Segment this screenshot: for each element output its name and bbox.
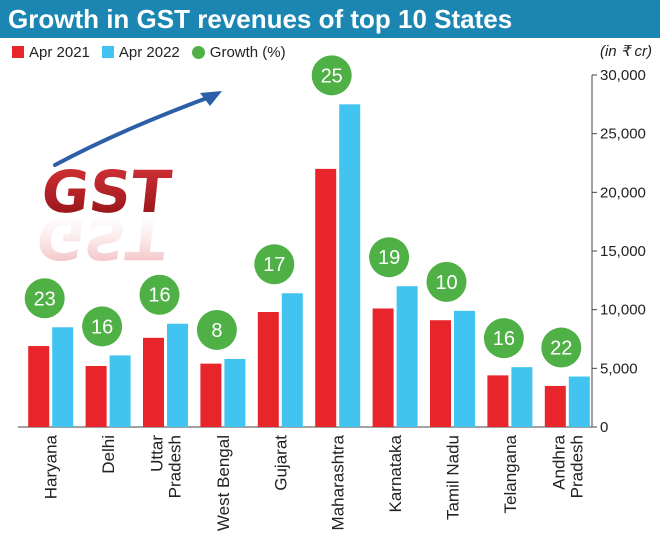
bar-apr-2022-9 (568, 376, 590, 427)
growth-bubble-8 (483, 318, 524, 359)
bar-apr-2022-1 (109, 355, 131, 427)
growth-bubble-3 (196, 309, 237, 350)
growth-bubble-9 (541, 327, 582, 368)
bar-apr-2022-7 (454, 310, 475, 427)
growth-bubble-7 (426, 261, 467, 302)
legend-item-0: Apr 2021 (12, 44, 90, 61)
legend-item-2: Growth (%) (191, 43, 286, 61)
legend-label: Apr 2021 (29, 43, 90, 61)
growth-value-8: 16 (493, 328, 515, 350)
legend: Apr 2021 Apr 2022 Growth (%) (12, 41, 298, 63)
x-tick-label-9: Andhra Pradesh (549, 434, 586, 498)
x-tick-label-line: Andhra (549, 434, 568, 489)
legend-swatch (101, 46, 114, 58)
bar-apr-2021-0 (28, 346, 50, 427)
growth-value-9: 22 (550, 338, 572, 360)
growth-value-4: 17 (263, 254, 285, 276)
y-tick-label: 5,000 (600, 360, 638, 377)
y-tick-label: 20,000 (600, 184, 646, 201)
x-tick-label-8: Telangana (501, 434, 520, 513)
arrow-head-icon (200, 91, 222, 106)
growth-value-2: 16 (148, 285, 170, 307)
x-tick-label-2: Uttar Pradesh (148, 435, 185, 499)
bar-apr-2022-5 (339, 104, 361, 427)
bar-apr-2021-2 (143, 337, 164, 427)
x-tick-label-line: Delhi (99, 435, 118, 474)
x-tick-label-line: Pradesh (166, 435, 185, 498)
x-tick-label-line: Karnataka (386, 434, 405, 512)
growth-value-0: 23 (34, 288, 56, 310)
x-tick-label-5: Maharashtra (329, 434, 348, 530)
x-axis-labels: Haryana Delhi Uttar Pradesh West Bengal Gujar… (42, 434, 587, 531)
bar-apr-2021-9 (544, 385, 566, 427)
bar-apr-2021-3 (200, 363, 222, 427)
growth-value-7: 10 (435, 272, 457, 294)
growth-bubble-6 (369, 237, 410, 278)
x-tick-label-7: Tamil Nadu (444, 435, 463, 520)
x-tick-label-line: West Bengal (214, 435, 233, 531)
title-bar: Growth in GST revenues of top 10 States (0, 0, 660, 38)
growth-value-5: 25 (321, 65, 343, 87)
y-tick-label: 15,000 (600, 243, 646, 260)
bar-apr-2021-7 (430, 320, 451, 427)
legend-item-1: Apr 2022 (101, 43, 180, 61)
bar-apr-2022-8 (511, 367, 533, 427)
growth-arrow-icon (53, 93, 217, 167)
x-tick-label-0: Haryana (42, 434, 61, 499)
x-tick-label-1: Delhi (99, 435, 118, 474)
growth-value-1: 16 (91, 316, 113, 338)
x-tick-label-line: Haryana (42, 434, 61, 499)
legend-label: Growth (%) (209, 43, 286, 61)
growth-value-6: 19 (378, 247, 400, 269)
bar-apr-2021-4 (257, 312, 279, 427)
bar-apr-2022-0 (52, 327, 74, 427)
x-tick-label-line: Pradesh (567, 435, 586, 498)
x-tick-label-line: Gujarat (271, 435, 290, 491)
bar-apr-2022-4 (281, 293, 303, 427)
x-tick-label-4: Gujarat (271, 435, 290, 491)
bars (28, 104, 590, 427)
y-axis: 0 5,000 10,000 15,000 20,000 25,000 30,000 (592, 67, 646, 436)
y-tick-label: 30,000 (600, 67, 646, 84)
x-tick-label-3: West Bengal (214, 435, 233, 531)
gst-logo-text: GST (38, 158, 174, 226)
growth-bubble-2 (139, 274, 180, 315)
growth-bubble-4 (254, 244, 295, 285)
growth-bubble-0 (24, 278, 65, 319)
bar-apr-2021-8 (487, 375, 509, 427)
gst-logo: GST GST (33, 91, 222, 272)
legend-label: Apr 2022 (118, 43, 180, 61)
bar-apr-2021-6 (372, 308, 394, 427)
growth-bubbles: 23 16 16 8 17 25 19 10 16 22 (24, 55, 582, 368)
gst-logo-reflection: GST (33, 204, 169, 272)
legend-swatch (191, 45, 205, 59)
chart-title: Growth in GST revenues of top 10 States (8, 4, 513, 34)
y-tick-label: 0 (600, 419, 608, 436)
y-tick-label: 25,000 (600, 126, 646, 143)
x-tick-label-line: Tamil Nadu (444, 435, 463, 520)
x-tick-label-line: Uttar (148, 435, 167, 472)
growth-bubble-1 (82, 306, 123, 347)
bar-apr-2022-3 (224, 358, 246, 427)
bar-apr-2021-1 (85, 365, 107, 427)
growth-value-3: 8 (211, 320, 222, 342)
bar-apr-2021-5 (315, 168, 337, 427)
bar-apr-2022-6 (396, 286, 418, 427)
y-tick-label: 10,000 (600, 302, 646, 319)
x-tick-label-6: Karnataka (386, 434, 405, 512)
legend-swatch (12, 46, 24, 58)
unit-label: (in ₹ cr) (599, 43, 652, 60)
growth-bubble-5 (311, 55, 352, 96)
x-tick-label-line: Maharashtra (329, 434, 348, 530)
x-tick-label-line: Telangana (501, 434, 520, 513)
bar-apr-2022-2 (167, 323, 188, 427)
